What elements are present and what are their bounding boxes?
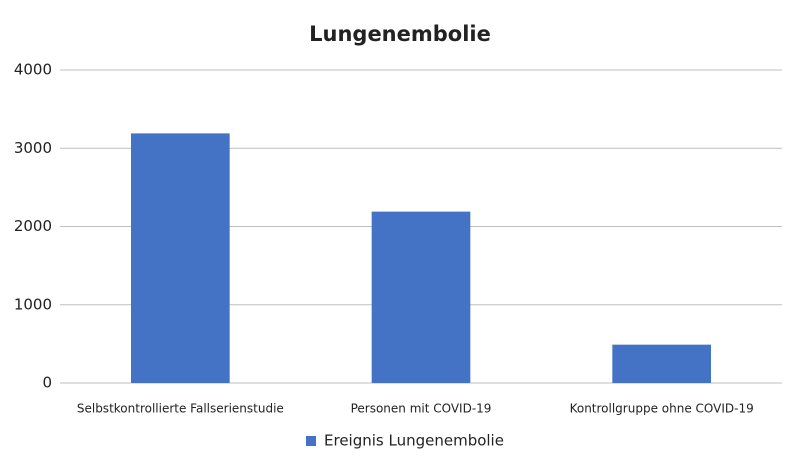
bar xyxy=(130,133,230,383)
legend-swatch xyxy=(306,436,316,446)
chart-title: Lungenembolie xyxy=(309,22,491,46)
x-tick-label: Selbstkontrollierte Fallserienstudie xyxy=(77,402,284,416)
legend-label: Ereignis Lungenembolie xyxy=(324,432,504,450)
y-tick-label: 0 xyxy=(42,374,52,392)
bar xyxy=(371,211,471,383)
y-tick-label: 1000 xyxy=(14,295,52,313)
x-tick-label: Personen mit COVID-19 xyxy=(351,402,492,416)
y-tick-label: 3000 xyxy=(14,139,52,157)
y-tick-label: 4000 xyxy=(14,61,52,79)
y-tick-label: 2000 xyxy=(14,217,52,235)
x-tick-label: Kontrollgruppe ohne COVID-19 xyxy=(570,402,754,416)
bar xyxy=(612,344,712,383)
